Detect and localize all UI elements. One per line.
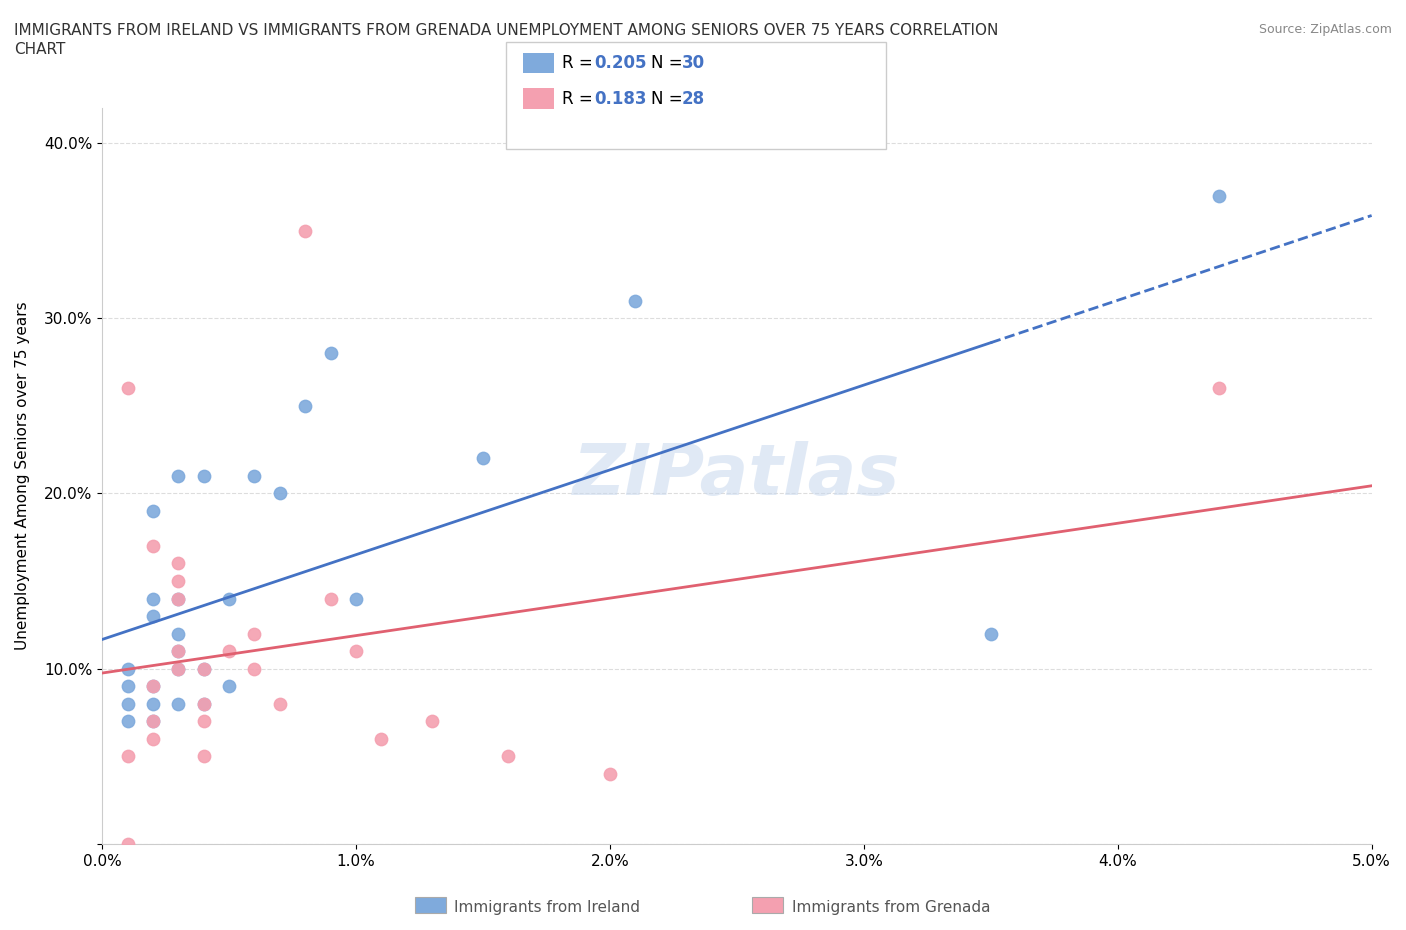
Text: Immigrants from Ireland: Immigrants from Ireland (454, 900, 640, 915)
Point (193, 713, 215, 728)
Point (167, 469, 190, 484)
Point (167, 591, 190, 606)
Text: 30: 30 (682, 54, 704, 73)
Y-axis label: Unemployment Among Seniors over 75 years: Unemployment Among Seniors over 75 years (15, 301, 30, 650)
Point (142, 679, 165, 694)
Point (117, 836, 139, 851)
Point (472, 451, 495, 466)
Point (498, 749, 520, 764)
Point (117, 713, 139, 728)
Point (117, 679, 139, 694)
Point (1208, 381, 1230, 396)
Point (243, 626, 266, 641)
Point (243, 661, 266, 676)
Point (420, 713, 443, 728)
Point (142, 591, 165, 606)
Point (117, 697, 139, 711)
Text: Source: ZipAtlas.com: Source: ZipAtlas.com (1258, 23, 1392, 36)
Point (167, 661, 190, 676)
Text: 0.183: 0.183 (595, 89, 647, 108)
Point (344, 591, 367, 606)
Text: IMMIGRANTS FROM IRELAND VS IMMIGRANTS FROM GRENADA UNEMPLOYMENT AMONG SENIORS OV: IMMIGRANTS FROM IRELAND VS IMMIGRANTS FR… (14, 23, 998, 38)
Point (269, 697, 291, 711)
Point (193, 661, 215, 676)
Point (167, 574, 190, 589)
Point (344, 644, 367, 658)
Point (218, 679, 240, 694)
Point (193, 469, 215, 484)
Point (142, 731, 165, 746)
Point (142, 608, 165, 623)
Point (167, 661, 190, 676)
Point (117, 381, 139, 396)
Point (117, 749, 139, 764)
Point (624, 293, 647, 308)
Point (218, 591, 240, 606)
Point (193, 661, 215, 676)
Point (269, 486, 291, 501)
Text: R =: R = (562, 54, 599, 73)
Point (142, 713, 165, 728)
Point (117, 661, 139, 676)
Point (167, 644, 190, 658)
Point (319, 591, 342, 606)
Point (142, 679, 165, 694)
Point (167, 591, 190, 606)
Text: 0.205: 0.205 (595, 54, 647, 73)
Point (599, 766, 621, 781)
Point (167, 644, 190, 658)
Point (980, 626, 1002, 641)
Point (193, 697, 215, 711)
Point (167, 556, 190, 571)
Point (243, 469, 266, 484)
Point (294, 398, 316, 413)
Point (142, 713, 165, 728)
Point (370, 731, 392, 746)
Point (142, 697, 165, 711)
Point (167, 697, 190, 711)
Point (167, 626, 190, 641)
Text: N =: N = (651, 89, 688, 108)
Point (294, 223, 316, 238)
Point (142, 538, 165, 553)
Text: ZIPatlas: ZIPatlas (574, 442, 901, 511)
Text: R =: R = (562, 89, 603, 108)
Point (193, 697, 215, 711)
Point (193, 749, 215, 764)
Point (218, 644, 240, 658)
Text: Immigrants from Grenada: Immigrants from Grenada (792, 900, 990, 915)
Text: CHART: CHART (14, 42, 66, 57)
Text: 28: 28 (682, 89, 704, 108)
Point (1208, 188, 1230, 203)
Text: N =: N = (651, 54, 688, 73)
Point (319, 346, 342, 361)
Point (142, 503, 165, 518)
